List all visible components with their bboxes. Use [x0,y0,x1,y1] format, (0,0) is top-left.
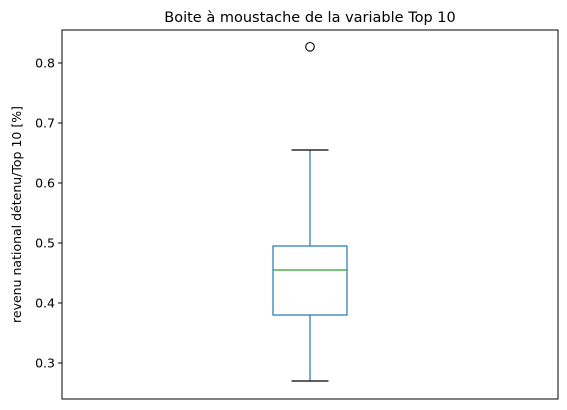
y-tick-label: 0.6 [35,176,55,191]
y-tick-label: 0.7 [35,116,55,131]
y-axis-ticks: 0.3 0.4 0.5 0.6 0.7 0.8 [35,56,62,371]
box [272,245,348,316]
y-tick-label: 0.3 [35,356,55,371]
y-tick-label: 0.8 [35,56,55,71]
plot-frame [61,29,559,400]
outlier-point [305,41,315,52]
y-axis-label: revenu national détenu/Top 10 [%] [9,106,24,323]
y-tick-label: 0.4 [35,296,55,311]
y-tick-label: 0.5 [35,236,55,251]
plot-area: 0.3 0.4 0.5 0.6 0.7 0.8 [35,29,559,400]
box-plot [272,41,348,382]
chart-title: Boite à moustache de la variable Top 10 [164,10,455,26]
